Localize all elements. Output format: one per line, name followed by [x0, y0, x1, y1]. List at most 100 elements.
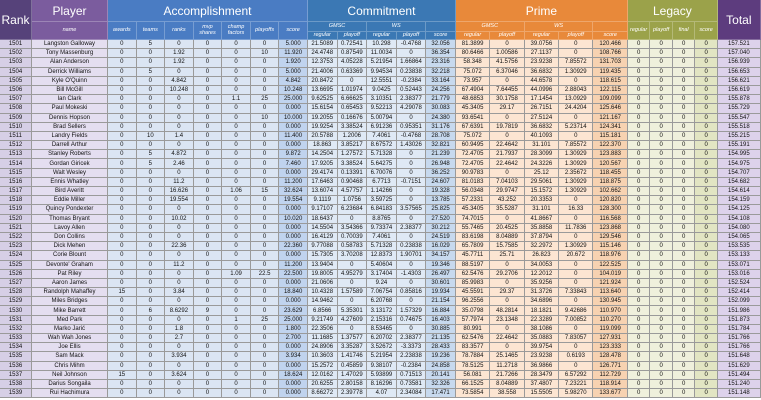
player-name: Darrell Arthur	[32, 141, 108, 151]
value-cell: 0	[650, 196, 673, 206]
total-cell: 154.159	[717, 196, 761, 206]
value-cell: 0	[108, 334, 137, 344]
value-cell: 78.5125	[455, 361, 491, 371]
player-name: Bird Averitt	[32, 187, 108, 197]
column-header: final	[672, 22, 696, 40]
rank-cell: 1537	[0, 370, 32, 380]
value-cell: 0	[222, 352, 251, 362]
value-cell: 1.90701	[396, 251, 427, 261]
value-cell: 1.14266	[367, 187, 397, 197]
value-cell: 48.2814	[490, 306, 525, 316]
total-cell: 151.148	[717, 389, 761, 399]
value-cell: 0	[250, 361, 280, 371]
value-cell: 22.4642	[490, 334, 525, 344]
value-cell: 127.931	[593, 334, 628, 344]
value-cell: 0	[650, 95, 673, 105]
value-cell: 0	[672, 370, 696, 380]
value-cell: 0	[136, 232, 166, 243]
value-cell: 2.7	[165, 334, 194, 344]
value-cell: 0	[396, 278, 427, 289]
value-cell: 8.04889	[490, 232, 525, 243]
total-cell: 157.521	[717, 40, 761, 50]
value-cell: 1.4	[165, 131, 194, 142]
value-cell: 0	[627, 370, 651, 380]
player-name: Brad Sellers	[32, 122, 108, 132]
value-cell: 4.842	[279, 76, 308, 86]
value-cell: 2.38377	[396, 223, 427, 233]
value-cell: 0	[490, 76, 525, 86]
value-cell: 9.52213	[367, 104, 397, 114]
value-cell: 16.403	[426, 315, 456, 325]
value-cell: 32.2972	[524, 242, 560, 252]
value-cell: 74.7015	[455, 214, 491, 224]
value-cell: 0	[136, 315, 166, 325]
value-cell: 41.5756	[490, 58, 525, 68]
value-cell: 0	[695, 278, 718, 289]
value-cell: 5.00794	[367, 113, 397, 123]
value-cell: 10.4328	[307, 288, 338, 298]
value-cell: 0	[627, 223, 651, 233]
column-header: playoff	[490, 32, 525, 40]
value-cell: 23.9238	[524, 58, 560, 68]
value-cell: 0	[250, 168, 280, 178]
value-cell: 20.8472	[307, 76, 338, 86]
value-cell: 0	[672, 67, 696, 77]
value-cell: 0	[222, 122, 251, 132]
value-cell: 0	[222, 334, 251, 344]
value-cell: 24.4204	[559, 104, 594, 114]
value-cell: 0	[136, 49, 166, 59]
value-cell: 15.2572	[307, 361, 338, 371]
value-cell: 120.466	[593, 40, 628, 50]
value-cell: 0	[250, 278, 280, 289]
value-cell: 0	[559, 76, 594, 86]
value-cell: 15.5505	[524, 389, 560, 399]
value-cell: 0	[108, 95, 137, 105]
value-cell: 4.842	[165, 76, 194, 86]
value-cell: 21.7937	[490, 150, 525, 160]
value-cell: 0	[108, 297, 137, 307]
value-cell: 32.326	[426, 379, 456, 390]
value-cell: 73.957	[455, 76, 491, 86]
value-cell: 0	[559, 40, 594, 50]
rank-cell: 1535	[0, 352, 32, 362]
player-name: Devonte' Graham	[32, 260, 108, 270]
value-cell: 0	[396, 232, 427, 243]
value-cell: 115.146	[593, 242, 628, 252]
value-cell: 12.3753	[307, 58, 338, 68]
value-cell: 1.2006	[337, 131, 368, 142]
value-cell: 19.328	[426, 187, 456, 197]
value-cell: 22.360	[279, 242, 308, 252]
value-cell: 36.6832	[524, 67, 560, 77]
value-cell: 2.80158	[337, 379, 368, 390]
value-cell: 0	[193, 251, 223, 261]
value-cell: 0	[193, 205, 223, 215]
value-cell: 0	[250, 370, 280, 380]
value-cell: 0	[193, 324, 223, 334]
value-cell: 6.57292	[559, 370, 594, 380]
value-cell: 3.57565	[396, 205, 427, 215]
value-cell: 0	[627, 352, 651, 362]
player-name: Wah Wah Jones	[32, 334, 108, 344]
value-cell: 1.92	[165, 49, 194, 59]
value-cell: 0	[650, 343, 673, 353]
column-header: playoff	[650, 22, 673, 40]
value-cell: 21.7266	[490, 370, 525, 380]
value-cell: 75.072	[455, 131, 491, 142]
value-cell: 0	[396, 214, 427, 224]
value-cell: 0	[650, 232, 673, 243]
value-cell: 0	[650, 49, 673, 59]
value-cell: 0	[222, 297, 251, 307]
value-cell: -0.2384	[396, 361, 427, 371]
value-cell: 57.2331	[455, 196, 491, 206]
value-cell: 5.98270	[559, 389, 594, 399]
value-cell: 27.1137	[524, 49, 560, 59]
value-cell: 0	[627, 297, 651, 307]
value-cell: 0	[650, 306, 673, 316]
value-cell: 7.64455	[490, 85, 525, 96]
value-cell: 1.30929	[559, 150, 594, 160]
total-cell: 154.080	[717, 223, 761, 233]
value-cell: 11.1685	[307, 334, 338, 344]
value-cell: 4.95279	[337, 269, 368, 279]
value-cell: 0	[672, 389, 696, 399]
value-cell: 0	[672, 85, 696, 96]
